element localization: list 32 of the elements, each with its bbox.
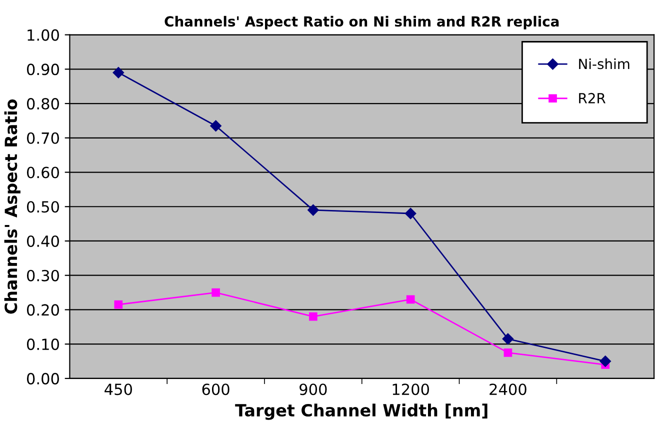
x-axis-title: Target Channel Width [nm]	[235, 404, 488, 420]
y-axis-title: Channels' Aspect Ratio	[4, 99, 20, 314]
point	[309, 312, 318, 321]
y-tick-label: 0.10	[26, 338, 59, 350]
chart-title: Channels' Aspect Ratio on Ni shim and R2R replica	[164, 16, 559, 30]
y-tick-label: 0.90	[26, 64, 59, 76]
point	[502, 333, 514, 345]
point	[212, 288, 220, 297]
point	[210, 120, 222, 132]
y-tick-label: 0.20	[26, 304, 59, 316]
legend-label: Ni-shim	[579, 58, 630, 70]
y-tick-label: 0.00	[26, 372, 59, 384]
point	[308, 204, 319, 216]
y-tick-label: 0.30	[26, 270, 59, 282]
y-tick-label: 0.40	[26, 235, 59, 248]
y-tick-label: 0.70	[26, 132, 59, 144]
point	[404, 208, 416, 220]
x-tick-label: 1200	[392, 384, 429, 396]
x-tick-label: 600	[202, 384, 230, 396]
x-tick-label: 2400	[490, 384, 526, 396]
x-tick-label: 450	[104, 384, 132, 396]
legend-label: R2R	[579, 92, 606, 104]
y-tick-label: 0.50	[26, 201, 59, 213]
y-tick-label: 1.00	[28, 29, 59, 41]
y-tick-label: 0.60	[26, 166, 59, 178]
x-tick-label: 900	[300, 384, 327, 396]
y-tick-label: 0.80	[26, 98, 59, 110]
point	[406, 295, 415, 304]
point	[114, 300, 123, 309]
point	[504, 348, 512, 357]
point	[112, 66, 124, 78]
point	[600, 356, 611, 367]
